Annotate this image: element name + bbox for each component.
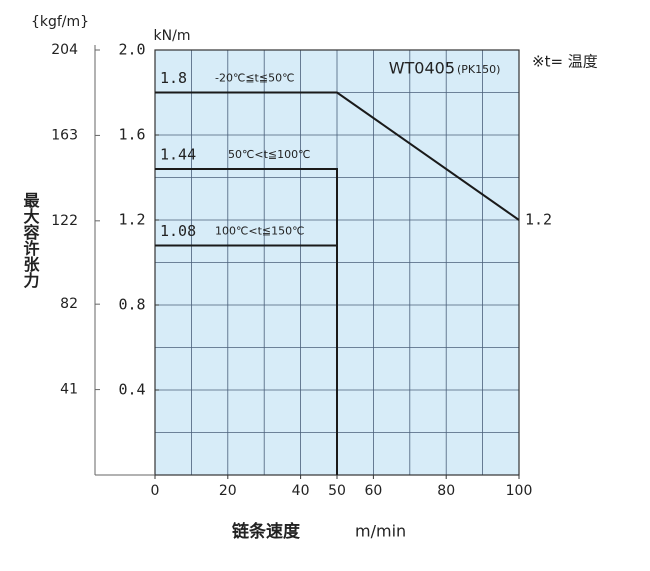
value-label: 1.44 [160,146,196,164]
x-unit: m/min [355,522,406,541]
y-tick-label: 0.4 [118,381,145,399]
x-tick-label: 20 [219,483,237,499]
series-label: -20℃≦t≦50℃ [215,72,294,85]
x-tick-label: 0 [151,483,160,499]
y-tick-label: 1.6 [118,126,145,144]
y2-title: {kgf/m} [31,14,89,30]
x-tick-label: 60 [364,483,382,499]
x-tick-label: 50 [328,483,346,499]
y2-tick-label: 122 [51,213,78,229]
y2-tick-label: 163 [51,127,78,143]
y-title: kN/m [154,28,191,44]
x-title: 链条速度 [232,521,301,542]
x-tick-label: 100 [506,483,533,499]
y2-tick-label: 41 [60,382,78,398]
series-label: 100℃<t≦150℃ [215,225,304,238]
y-tick-label: 0.8 [118,296,145,314]
axis-title: 最大容许张力 [21,192,41,289]
note: ※t= 温度 [532,53,598,71]
model-sub: (PK150) [457,63,500,76]
y-tick-label: 2.0 [118,41,145,59]
y-tick-label: 1.2 [118,211,145,229]
x-tick-label: 40 [292,483,310,499]
series-line [155,244,338,475]
y2-tick-label: 204 [51,42,78,58]
x-tick-label: 80 [437,483,455,499]
series-line [155,91,520,221]
model: WT0405 [389,59,455,78]
value-label: 1.8 [160,69,187,87]
value-label: 1.08 [160,222,196,240]
y2-tick-label: 82 [60,296,78,312]
value-label: 1.2 [525,211,552,229]
series-label: 50℃<t≦100℃ [228,148,310,161]
